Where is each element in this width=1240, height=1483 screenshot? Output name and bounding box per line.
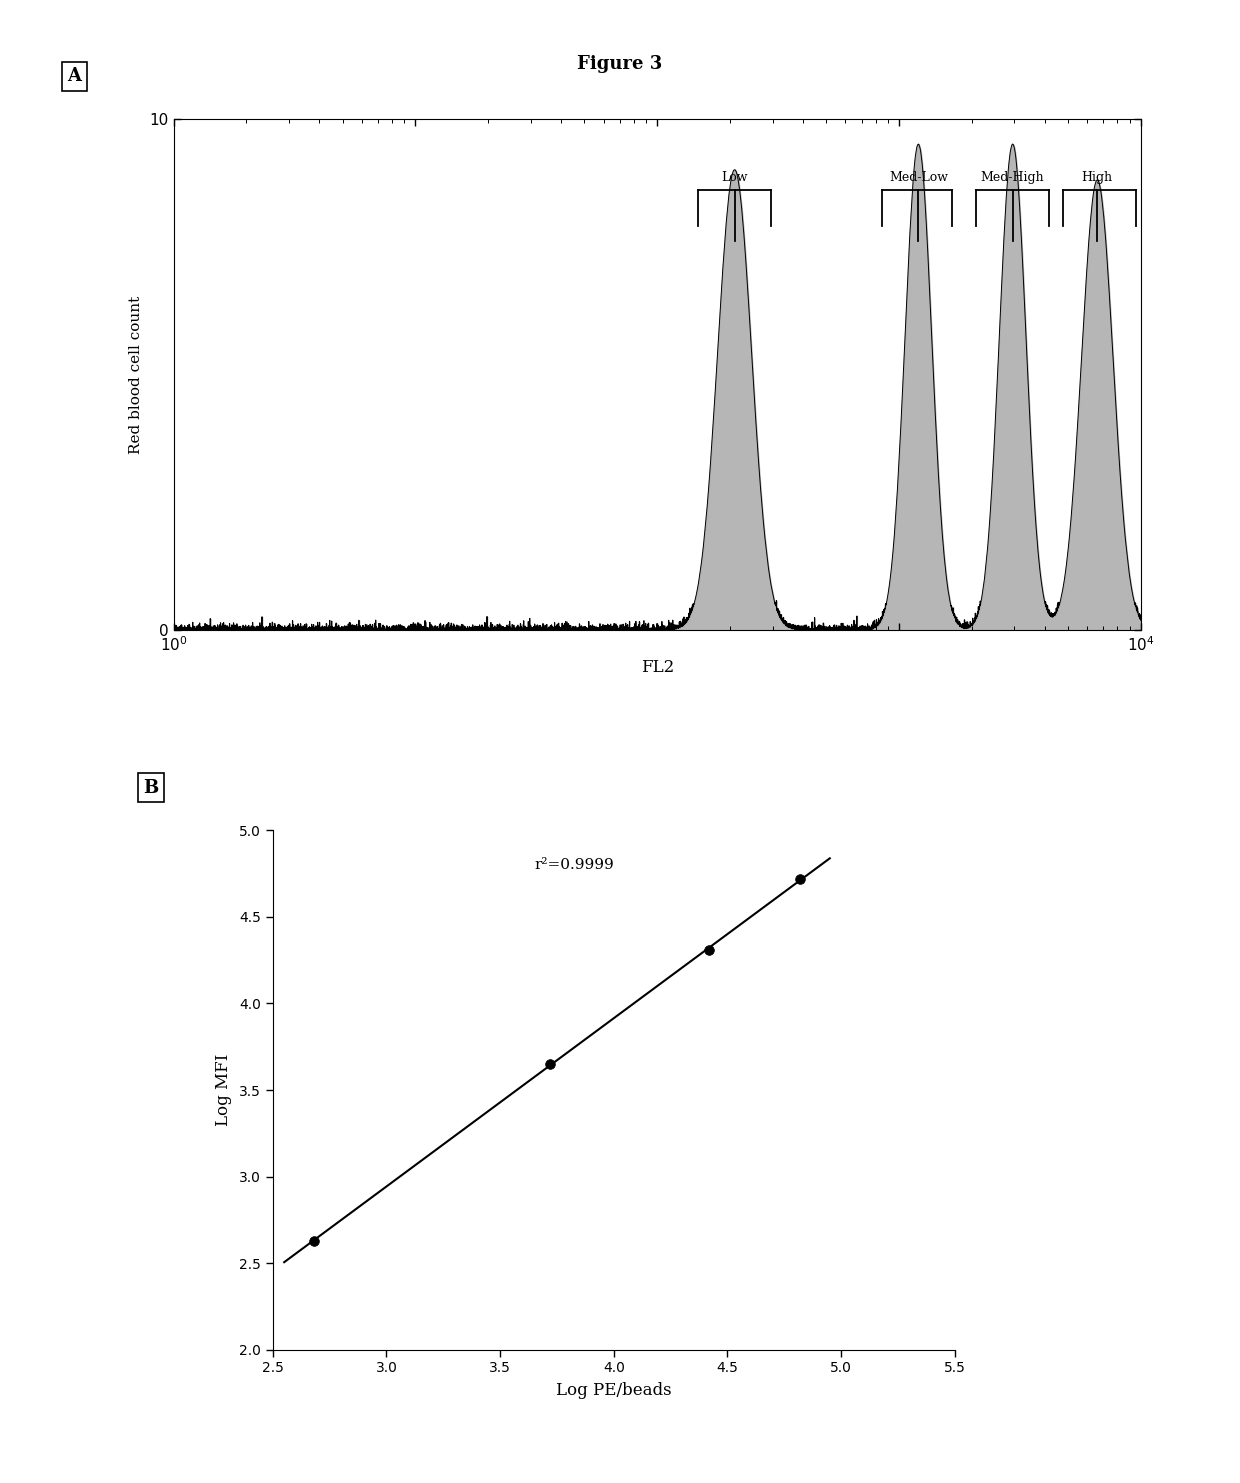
Text: Med-Low: Med-Low bbox=[889, 171, 947, 184]
Point bbox=[790, 868, 810, 891]
X-axis label: FL2: FL2 bbox=[641, 660, 673, 676]
Text: A: A bbox=[67, 68, 81, 86]
Point bbox=[541, 1053, 560, 1077]
Y-axis label: Log MFI: Log MFI bbox=[216, 1054, 232, 1126]
Point bbox=[304, 1228, 324, 1252]
Text: High: High bbox=[1081, 171, 1112, 184]
Text: Med-High: Med-High bbox=[981, 171, 1044, 184]
Text: Figure 3: Figure 3 bbox=[578, 55, 662, 73]
Text: r²=0.9999: r²=0.9999 bbox=[534, 857, 614, 872]
X-axis label: Log PE/beads: Log PE/beads bbox=[556, 1382, 672, 1400]
Text: Low: Low bbox=[722, 171, 748, 184]
Y-axis label: Red blood cell count: Red blood cell count bbox=[129, 295, 143, 454]
Point bbox=[699, 939, 719, 962]
Text: B: B bbox=[144, 779, 159, 796]
